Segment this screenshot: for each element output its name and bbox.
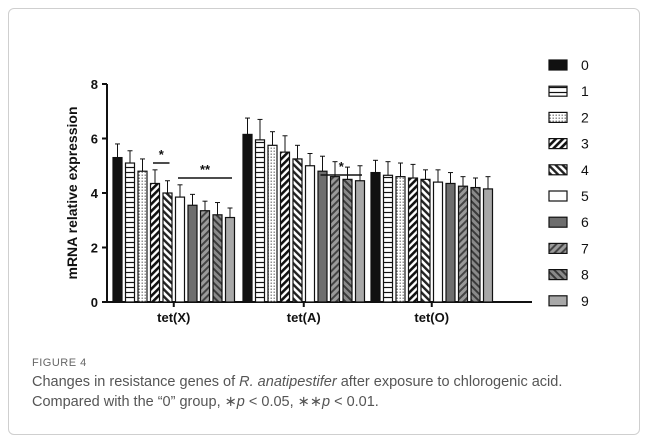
bar-series-1	[124, 162, 136, 303]
bar-series-9	[354, 180, 366, 303]
bar-series-3	[407, 177, 419, 303]
figure-caption: Changes in resistance genes of R. anatip…	[32, 372, 622, 412]
bar-series-3	[149, 182, 161, 303]
legend-swatch-4	[548, 164, 568, 176]
significance-label: *	[159, 147, 165, 162]
bar-series-8	[470, 186, 481, 303]
legend-swatch-1	[548, 85, 568, 97]
legend-label-3: 3	[581, 136, 589, 152]
y-tick-label: 2	[91, 241, 98, 256]
bar-series-4	[420, 178, 431, 303]
y-tick-label: 0	[91, 295, 98, 310]
legend-swatch-3	[548, 138, 568, 150]
caption-sig2-val: < 0.01.	[330, 394, 379, 410]
legend-swatch-8	[548, 269, 568, 281]
x-tick-label: tet(X)	[157, 310, 190, 325]
legend-label-6: 6	[581, 214, 589, 230]
bar-series-7	[329, 176, 341, 303]
significance-label: **	[200, 162, 211, 177]
bar-series-9	[482, 188, 494, 303]
legend-label-2: 2	[581, 109, 589, 125]
bar-series-4	[292, 158, 303, 303]
bar-chart: 0 2 4 6 8 mRNA relative expression tet(X) tet(A…	[64, 57, 589, 325]
bar-series-1	[382, 174, 394, 303]
y-tick-label: 6	[91, 132, 98, 147]
legend-label-0: 0	[581, 57, 589, 73]
bar-series-4	[162, 192, 173, 303]
bar-series-2	[267, 144, 278, 303]
bar-series-7	[199, 210, 211, 303]
bar-series-6	[187, 204, 198, 303]
bar-series-3	[279, 151, 291, 303]
bar-series-0	[370, 171, 381, 303]
bar-series-5	[174, 196, 186, 303]
x-tick-label: tet(O)	[414, 310, 449, 325]
caption-sig1-val: < 0.05,	[244, 394, 298, 410]
bar-series-8	[212, 214, 223, 303]
legend-label-8: 8	[581, 267, 589, 283]
caption-sig2-mark: ∗∗	[297, 394, 322, 410]
bar-series-0	[242, 133, 253, 303]
legend-label-5: 5	[581, 188, 589, 204]
y-axis-label: mRNA relative expression	[64, 107, 80, 280]
bar-series-5	[432, 181, 444, 303]
caption-sig2-p: p	[321, 394, 331, 410]
legend-swatch-0	[548, 59, 568, 71]
legend-label-9: 9	[581, 293, 589, 309]
bar-series-2	[395, 176, 406, 303]
bar-series-6	[317, 170, 328, 303]
legend-swatch-2	[548, 111, 568, 124]
bar-series-9	[224, 216, 236, 303]
bar-series-0	[112, 156, 123, 303]
bar-series-6	[445, 182, 456, 303]
bar-series-1	[254, 139, 266, 303]
caption-sig1-mark: ∗	[224, 394, 237, 410]
caption-sig1-p: p	[236, 394, 245, 410]
caption-species: R. anatipestifer	[239, 374, 337, 390]
y-tick-label: 8	[91, 77, 98, 92]
x-tick-label: tet(A)	[287, 310, 321, 325]
caption-pre: Changes in resistance genes of	[32, 374, 240, 390]
legend-swatch-7	[548, 242, 568, 254]
bar-series-8	[342, 178, 353, 303]
significance-label: *	[339, 159, 345, 174]
legend-label-1: 1	[581, 83, 589, 99]
y-tick-label: 4	[91, 186, 99, 201]
bar-series-5	[304, 165, 316, 303]
caption-post: after exposure to chlorogenic acid. Comp…	[32, 374, 563, 410]
bar-series-7	[457, 185, 469, 303]
legend-swatch-6	[548, 216, 568, 228]
bar-series-2	[137, 170, 148, 303]
figure-label: FIGURE 4	[32, 357, 87, 369]
legend-swatch-9	[548, 295, 568, 307]
legend-label-4: 4	[581, 162, 589, 178]
legend-label-7: 7	[581, 240, 589, 256]
legend-swatch-5	[548, 190, 568, 202]
